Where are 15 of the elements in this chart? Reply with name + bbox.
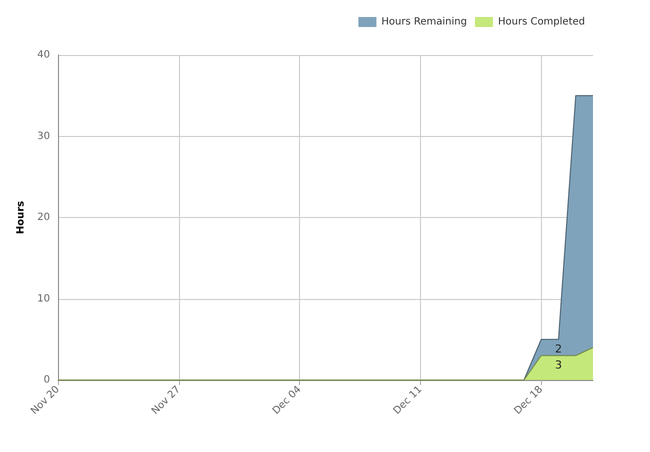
y-tick-label: 0	[44, 374, 50, 386]
x-tick-label: Nov 27	[150, 384, 183, 417]
legend-label: Hours Completed	[498, 16, 586, 28]
data-label: 3	[554, 358, 562, 372]
y-axis-title: Hours	[16, 200, 26, 234]
y-tick-label: 40	[37, 50, 50, 60]
y-tick-label: 30	[37, 130, 50, 142]
x-tick-label: Dec 04	[270, 384, 304, 417]
x-tick-label: Dec 11	[392, 384, 424, 417]
legend-label: Hours Remaining	[381, 16, 467, 28]
x-tick-label: Nov 20	[29, 384, 62, 417]
y-tick-label: 10	[37, 293, 50, 304]
x-tick-label: Dec 18	[512, 384, 546, 417]
y-tick-label: 20	[37, 212, 50, 223]
data-label: 2	[554, 342, 562, 356]
